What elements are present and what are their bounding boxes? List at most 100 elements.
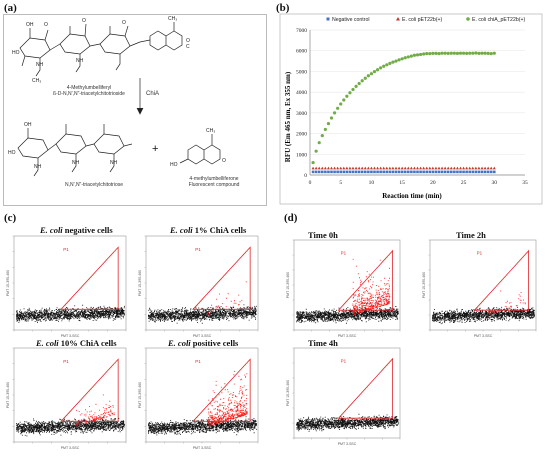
chia-point bbox=[357, 81, 361, 86]
y-tick-label: 3000 bbox=[296, 111, 307, 117]
atom-oh-1: OH bbox=[26, 22, 34, 28]
flow-panel-d: Time 0h Time 2h Time 4h P1 PMT 3-SSC PMT 1… bbox=[280, 220, 550, 460]
empty-vector-point bbox=[339, 166, 343, 170]
chia-point bbox=[434, 51, 438, 56]
chia-point bbox=[452, 51, 456, 55]
flow-c-title-4: E. coli positive cells bbox=[168, 338, 238, 348]
empty-vector-point bbox=[391, 166, 395, 170]
chia-point bbox=[348, 91, 352, 95]
chia-point bbox=[360, 79, 364, 83]
flow-x-label: PMT 3-SSC bbox=[61, 446, 80, 450]
x-tick-label: 5 bbox=[339, 180, 342, 186]
x-tick-label: 10 bbox=[369, 180, 375, 186]
chia-point bbox=[317, 141, 321, 145]
atom-o-3: O bbox=[122, 20, 126, 26]
chia-point bbox=[369, 72, 374, 76]
negative-control-point bbox=[468, 170, 472, 174]
empty-vector-point bbox=[320, 166, 324, 170]
flow-c-title-2-rest: 1% ChiA cells bbox=[192, 225, 247, 235]
negative-control-point bbox=[388, 170, 392, 174]
x-tick-label: 30 bbox=[492, 180, 498, 186]
negative-control-point bbox=[431, 170, 435, 174]
chia-point bbox=[406, 55, 410, 59]
negative-control-point bbox=[324, 170, 327, 174]
flow-events bbox=[432, 290, 535, 325]
gate-p1 bbox=[60, 358, 119, 422]
negative-control-point bbox=[360, 170, 364, 174]
legend-entry: E. coli chiA_pET22b(+) bbox=[472, 17, 525, 23]
empty-vector-point bbox=[455, 166, 459, 170]
negative-control-point bbox=[339, 170, 343, 174]
chia-point bbox=[480, 51, 484, 55]
flow-y-label: PMT 15-395-460 bbox=[138, 270, 142, 296]
flow-gated-events bbox=[207, 281, 247, 315]
chart-frame bbox=[279, 13, 543, 205]
negative-control-point bbox=[486, 170, 490, 174]
chia-point bbox=[471, 51, 475, 55]
y-tick-label: 4000 bbox=[296, 90, 307, 96]
empty-vector-point bbox=[314, 166, 318, 170]
chia-point bbox=[431, 51, 435, 56]
chia-point bbox=[400, 57, 404, 61]
y-tick-label: 6000 bbox=[296, 49, 307, 55]
chia-point bbox=[458, 51, 463, 55]
flow-y-label: PMT 15-395-460 bbox=[422, 272, 426, 298]
flow-event-cloud bbox=[296, 413, 399, 432]
chia-point bbox=[455, 51, 460, 56]
empty-vector-point bbox=[489, 166, 493, 170]
chia-point bbox=[465, 51, 469, 56]
chia-point bbox=[326, 122, 331, 126]
empty-vector-point bbox=[483, 166, 487, 170]
flow-event-cloud bbox=[296, 306, 399, 324]
y-tick-label: 2000 bbox=[296, 132, 307, 138]
x-tick-label: 0 bbox=[309, 180, 312, 186]
negative-control-point bbox=[391, 170, 395, 174]
flow-c-title-4-rest: positive cells bbox=[190, 338, 239, 348]
negative-control-point bbox=[462, 170, 465, 174]
chia-point bbox=[351, 87, 355, 92]
chia-point bbox=[320, 134, 324, 138]
flow-plot: P1 PMT 3-SSC PMT 15-395-460 bbox=[138, 235, 259, 338]
negative-control-point bbox=[351, 170, 355, 174]
x-tick-label: 25 bbox=[461, 180, 467, 186]
chia-point bbox=[437, 52, 441, 56]
negative-control-point bbox=[379, 170, 382, 174]
chart-legend: Negative control E. coli pET22b(+) E. coli… bbox=[326, 17, 525, 23]
chia-point bbox=[345, 94, 349, 98]
flow-events bbox=[296, 258, 399, 324]
negative-control-point bbox=[410, 170, 413, 174]
chart-tick-labels: 0 1000 2000 3000 4000 5000 6000 7000 0 5 10 15 20 25 3… bbox=[296, 28, 528, 186]
negative-control-point bbox=[459, 170, 462, 174]
empty-vector-point bbox=[354, 166, 358, 170]
empty-vector-point bbox=[406, 166, 410, 170]
flow-y-label: PMT 15-395-460 bbox=[286, 272, 290, 298]
gate-label: P1 bbox=[341, 358, 347, 363]
chia-point bbox=[468, 51, 472, 55]
atom-oh-2: OH bbox=[24, 122, 32, 128]
flow-plot: P1 PMT 3-SSC PMT 15-395-460 bbox=[422, 239, 537, 338]
flow-y-label: PMT 15-395-460 bbox=[6, 382, 10, 408]
empty-vector-point bbox=[388, 166, 392, 170]
flow-c-title-2-italic: E. coli bbox=[170, 225, 193, 235]
gate-label: P1 bbox=[63, 359, 69, 364]
negative-control-point bbox=[348, 170, 352, 174]
negative-control-point bbox=[425, 170, 429, 174]
empty-vector-point bbox=[465, 166, 469, 170]
chart-axes bbox=[309, 30, 525, 176]
negative-control-point bbox=[370, 170, 373, 174]
empty-vector-point bbox=[462, 166, 466, 170]
empty-vector-point bbox=[471, 166, 475, 170]
flow-gated-events bbox=[352, 258, 391, 315]
gate-p1 bbox=[473, 249, 529, 311]
empty-vector-point bbox=[336, 166, 340, 170]
flow-x-label: PMT 3-SSC bbox=[338, 334, 357, 338]
flow-d-title-2: Time 2h bbox=[456, 230, 486, 240]
empty-vector-point bbox=[425, 166, 429, 170]
substrate-name-2: ß-D-N,N',N"-triacetylchitotrioside bbox=[53, 91, 125, 97]
flow-d-plots: P1 PMT 3-SSC PMT 15-395-460 P1 PMT 3-SSC PMT … bbox=[286, 239, 537, 446]
flow-panel-c: E. coli negative cells E. coli 1% ChiA c… bbox=[0, 220, 280, 460]
gate-p1 bbox=[60, 246, 119, 310]
chia-point bbox=[394, 59, 398, 63]
chia-point bbox=[329, 116, 334, 120]
negative-control-point bbox=[406, 170, 410, 174]
